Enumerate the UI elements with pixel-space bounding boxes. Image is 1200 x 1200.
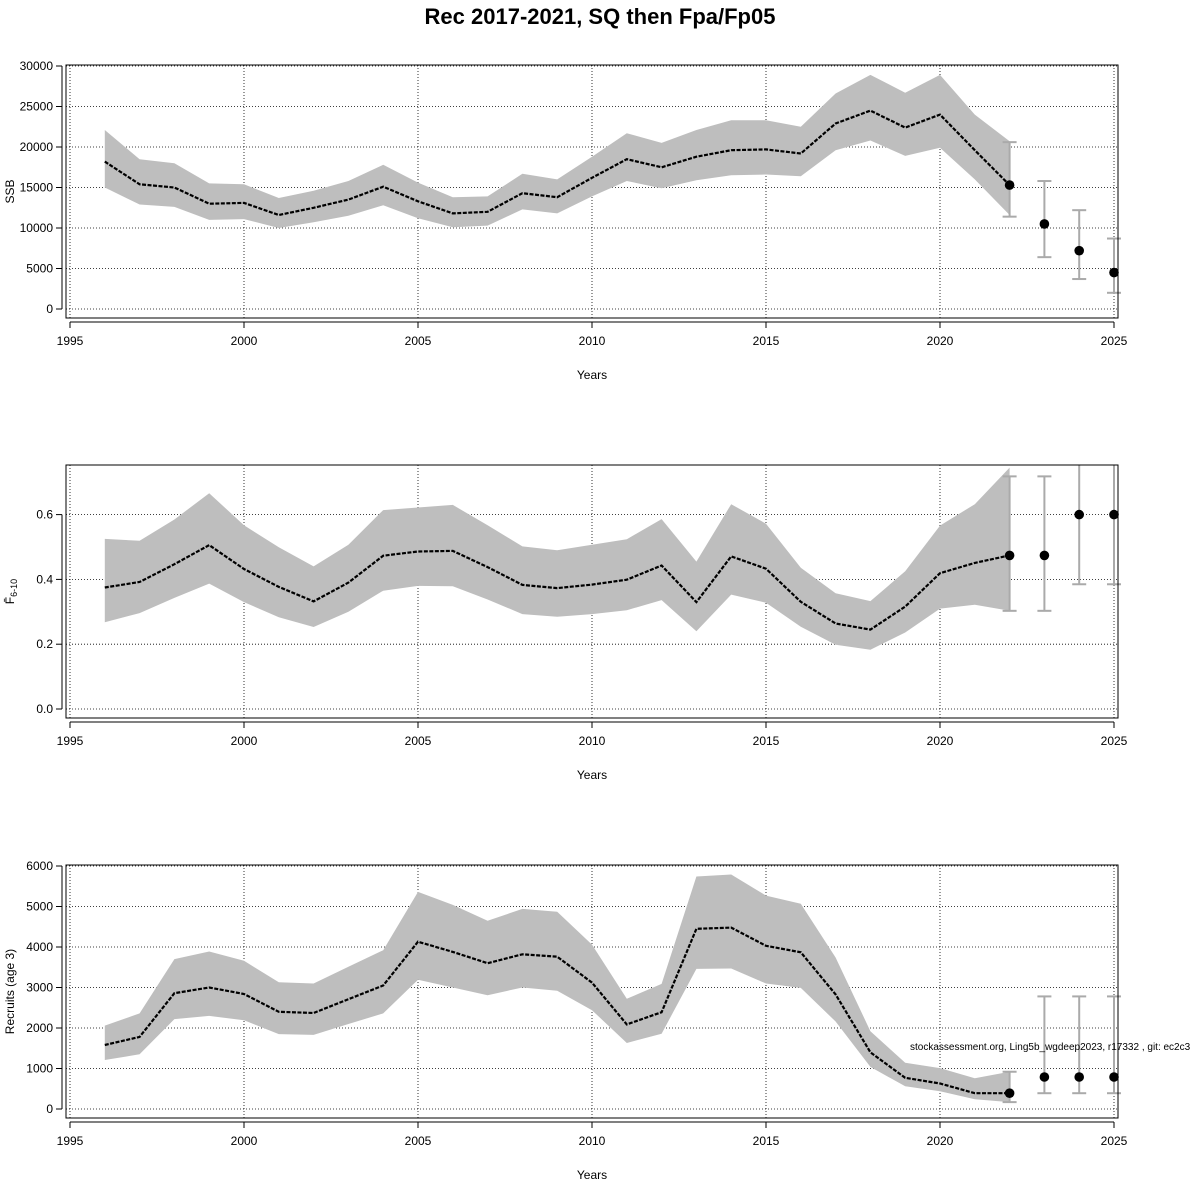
y-axis-title: SSB <box>3 179 17 203</box>
forecast-point <box>1039 219 1050 229</box>
forecast-point <box>1109 1072 1119 1082</box>
x-tick-label: 2010 <box>579 334 606 348</box>
x-tick-label: 2010 <box>579 1134 606 1148</box>
forecast-point-group <box>1002 141 1017 218</box>
x-tick-label: 2025 <box>1101 734 1128 748</box>
chart-panel-ssb: 1995 2000 2005 2010 2015 2020 2025 Years 0 5000 10… <box>3 59 1128 382</box>
confidence-band <box>104 467 1010 650</box>
y-tick-label: 0.2 <box>36 637 53 651</box>
y-tick-label: 10000 <box>20 221 54 235</box>
y-tick-label: 20000 <box>20 140 54 154</box>
y-tick-label: 15000 <box>20 181 54 195</box>
x-tick-label: 2015 <box>753 334 780 348</box>
x-tick-label: 2005 <box>405 734 432 748</box>
y-axis-title-subscript: 6-10 <box>9 579 19 597</box>
y-tick-label: 6000 <box>26 859 53 873</box>
x-tick-label: 2025 <box>1101 1134 1128 1148</box>
chart-panel-recruits: 1995 2000 2005 2010 2015 2020 2025 Years 0 1000 20… <box>3 859 1128 1182</box>
x-tick-label: 1995 <box>57 1134 84 1148</box>
x-tick-label: 2010 <box>579 734 606 748</box>
forecast-point <box>1109 509 1119 520</box>
x-tick-label: 2015 <box>753 734 780 748</box>
forecast-point-group <box>1072 209 1087 281</box>
y-axis-title: F̄6-10 <box>3 579 19 604</box>
forecast-point-group <box>1002 1070 1017 1104</box>
figure-title: Rec 2017-2021, SQ then Fpa/Fp05 <box>425 4 776 29</box>
chart-panels: 1995 2000 2005 2010 2015 2020 2025 Years 0 5000 10… <box>3 59 1128 1182</box>
forecast-point-group <box>1107 237 1121 294</box>
forecast-point <box>1039 550 1050 561</box>
y-tick-label: 2000 <box>26 1021 53 1035</box>
y-tick-label: 0.0 <box>36 702 53 716</box>
x-tick-label: 2000 <box>231 734 258 748</box>
x-axis-title: Years <box>577 1168 607 1182</box>
forecast-point-group <box>1037 180 1052 259</box>
forecast-point-group <box>1002 475 1017 612</box>
plot-box <box>65 64 1119 319</box>
forecast-point <box>1074 245 1084 256</box>
x-axis-title: Years <box>577 768 607 782</box>
y-axis-title-main: F̄ <box>3 597 17 604</box>
x-tick-label: 2000 <box>231 1134 258 1148</box>
forecast-point <box>1004 1088 1015 1099</box>
x-tick-label: 2020 <box>927 1134 954 1148</box>
y-tick-label: 25000 <box>20 100 54 114</box>
x-tick-label: 1995 <box>57 734 84 748</box>
x-tick-label: 1995 <box>57 334 84 348</box>
y-tick-label: 3000 <box>26 981 53 995</box>
forecast-point-group <box>1107 465 1121 586</box>
forecast-point-group <box>1072 465 1087 586</box>
x-tick-label: 2020 <box>927 334 954 348</box>
x-tick-label: 2005 <box>405 334 432 348</box>
forecast-point <box>1074 1072 1084 1082</box>
confidence-band <box>104 74 1010 229</box>
forecast-point <box>1039 1072 1050 1082</box>
y-tick-label: 0 <box>46 302 53 316</box>
y-tick-label: 1000 <box>26 1062 53 1076</box>
plot-box <box>65 464 1119 719</box>
chart-panel-fbar: 1995 2000 2005 2010 2015 2020 2025 Years 0.0 0.2 0… <box>3 464 1128 782</box>
y-tick-label: 0.4 <box>36 572 53 586</box>
forecast-point-group <box>1107 995 1121 1095</box>
forecast-point <box>1004 180 1015 190</box>
x-tick-label: 2025 <box>1101 334 1128 348</box>
y-tick-label: 4000 <box>26 940 53 954</box>
y-tick-label: 5000 <box>26 900 53 914</box>
footnote: stockassessment.org, Ling5b_wgdeep2023, … <box>910 1042 1191 1053</box>
x-tick-label: 2015 <box>753 1134 780 1148</box>
x-axis-title: Years <box>577 368 607 382</box>
forecast-point <box>1074 509 1084 520</box>
y-tick-label: 30000 <box>20 59 54 73</box>
forecast-point-group <box>1037 475 1052 612</box>
forecast-point <box>1004 550 1015 561</box>
x-tick-label: 2020 <box>927 734 954 748</box>
estimate-line <box>104 543 1010 631</box>
y-axis-title: Recruits (age 3) <box>3 949 17 1034</box>
plot-box <box>65 864 1119 1119</box>
y-tick-label: 5000 <box>26 262 53 276</box>
forecast-point <box>1109 267 1119 278</box>
forecast-point-group <box>1072 995 1087 1095</box>
forecast-point-group <box>1037 995 1052 1095</box>
y-tick-label: 0 <box>46 1102 53 1116</box>
x-tick-label: 2005 <box>405 1134 432 1148</box>
confidence-band <box>104 874 1010 1103</box>
y-tick-label: 0.6 <box>36 508 53 522</box>
x-tick-label: 2000 <box>231 334 258 348</box>
estimate-line <box>104 109 1011 217</box>
